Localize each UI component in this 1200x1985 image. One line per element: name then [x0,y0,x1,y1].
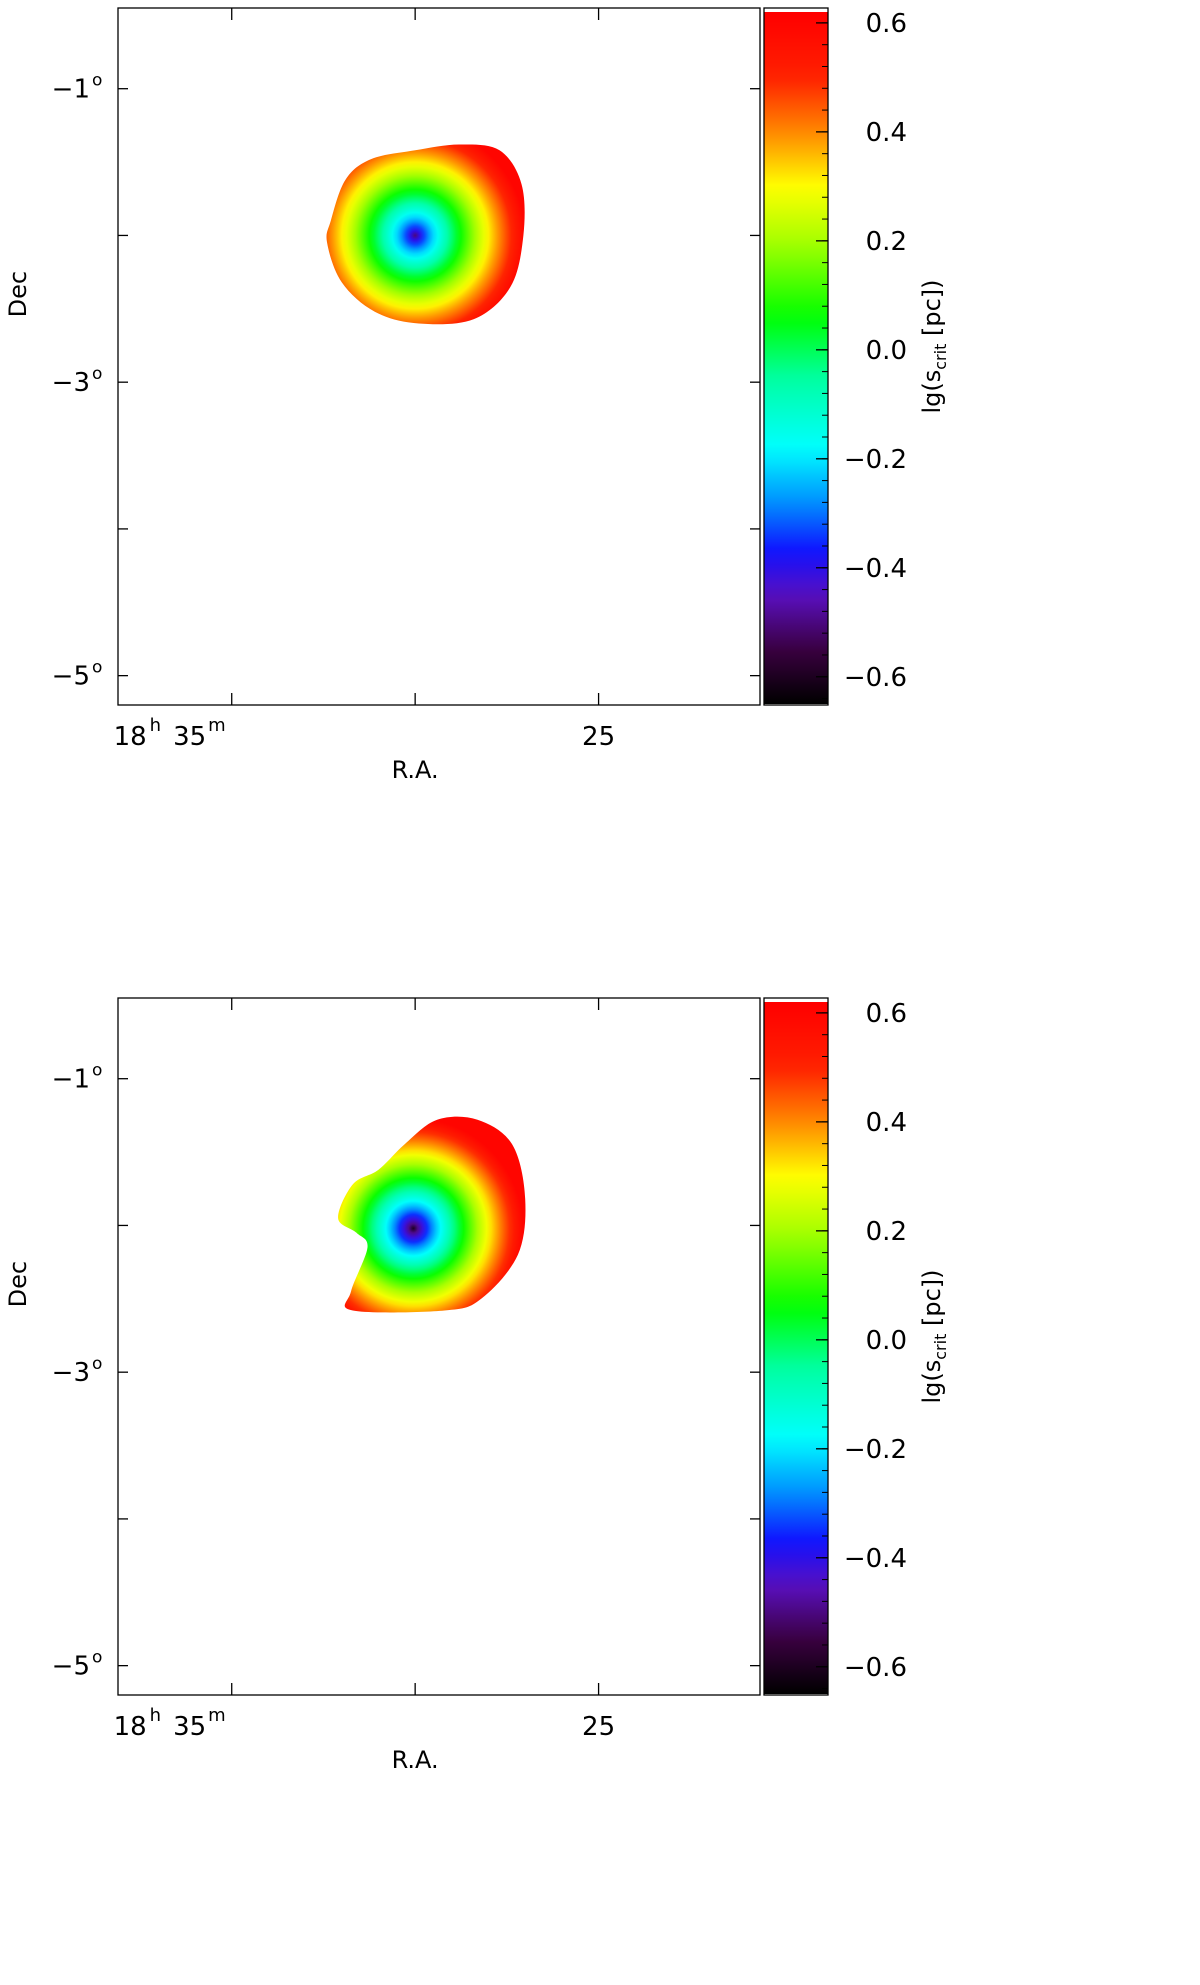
y-tick-degree: o [92,658,102,678]
x-tick-label: 25 [582,722,615,752]
y-tick-degree: o [92,71,102,91]
x-tick-label-ra: 18 h 35 m [114,715,226,752]
colorbar-frame [763,997,829,1696]
bottom-panel: −1 o −3 o −5 o 18 h 35 m 25 R.A. Dec 0.6 0.4 0.2 0.0 −0.2… [0,990,1200,1980]
plot-frame [117,997,761,1696]
colorbar-tick-label: 0.6 [866,999,907,1029]
y-tick-degree: o [92,364,102,384]
y-tick-degree: o [92,1354,102,1374]
y-tick-label: −5 [52,662,90,692]
heatmap-region [338,1116,526,1313]
y-tick-label: −3 [52,368,90,398]
top-panel: −1 o −3 o −5 o 18 h 35 m 25 R.A. Dec 0.6 0.4 0.2 0.0 −0.2… [0,0,1200,990]
colorbar-fill [764,1002,828,1694]
colorbar-tick-label: −0.6 [844,663,907,693]
y-tick-label: −1 [52,1065,90,1095]
y-tick-label: −5 [52,1652,90,1682]
plot-frame [117,7,761,706]
colorbar-title: lg(scrit [pc]) [918,279,950,413]
x-tick-label: 25 [582,1712,615,1742]
colorbar-fill [764,12,828,704]
bottom-map-chart: −1 o−3 o−5 o18 h 35 m 25R.A.Dec0.60.40.20.0−0.2… [4,997,950,1774]
colorbar-tick-label: −0.2 [844,1435,907,1465]
heatmap-region [326,144,525,325]
colorbar-tick-label: −0.6 [844,1653,907,1683]
y-tick-label: −1 [52,75,90,105]
colorbar-tick-label: −0.4 [844,554,907,584]
colorbar-tick-label: 0.6 [866,9,907,39]
colorbar-tick-label: 0.2 [866,1217,907,1247]
colorbar-title: lg(scrit [pc]) [918,1269,950,1403]
x-axis-title: R.A. [392,756,439,784]
y-tick-label: −3 [52,1358,90,1388]
y-tick-degree: o [92,1648,102,1668]
colorbar-tick-label: 0.0 [866,336,907,366]
y-tick-degree: o [92,1061,102,1081]
y-axis-title: Dec [4,1261,32,1307]
colorbar-tick-label: −0.2 [844,445,907,475]
colorbar-tick-label: −0.4 [844,1544,907,1574]
colorbar-frame [763,7,829,706]
colorbar-tick-label: 0.4 [866,1108,907,1138]
top-map-chart: −1 o−3 o−5 o18 h 35 m 25R.A.Dec0.60.40.20.0−0.2… [4,7,950,784]
x-axis-title: R.A. [392,1746,439,1774]
y-axis-title: Dec [4,271,32,317]
colorbar-tick-label: 0.0 [866,1326,907,1356]
colorbar-tick-label: 0.2 [866,227,907,257]
x-tick-label-ra: 18 h 35 m [114,1705,226,1742]
colorbar-tick-label: 0.4 [866,118,907,148]
